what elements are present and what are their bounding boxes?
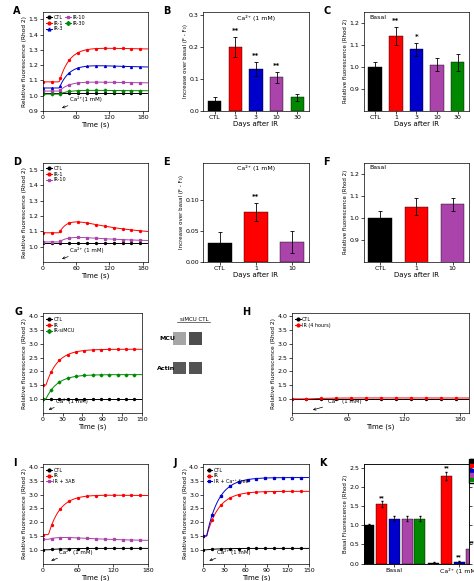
Text: **: ** <box>379 494 384 500</box>
Text: MCU: MCU <box>159 336 175 340</box>
Bar <box>454 562 465 564</box>
Bar <box>189 361 202 375</box>
Text: Ca²⁺ (1 mM): Ca²⁺ (1 mM) <box>63 247 103 259</box>
Bar <box>368 67 382 288</box>
Text: Ca²⁺ (1 mM): Ca²⁺ (1 mM) <box>237 15 275 20</box>
X-axis label: Days after IR: Days after IR <box>394 272 439 278</box>
Text: G: G <box>15 307 23 317</box>
Text: D: D <box>13 156 21 167</box>
Text: Basal: Basal <box>369 15 386 20</box>
Text: **: ** <box>469 540 474 545</box>
Text: H: H <box>242 307 250 317</box>
X-axis label: Time (s): Time (s) <box>78 423 107 430</box>
Text: J: J <box>173 458 177 468</box>
Text: Ca²⁺(1 mM): Ca²⁺(1 mM) <box>63 96 102 108</box>
Text: Ca²⁺ (1 mM): Ca²⁺ (1 mM) <box>52 548 93 561</box>
Bar <box>291 98 304 111</box>
Y-axis label: Relative fluorescence (Rhod 2): Relative fluorescence (Rhod 2) <box>22 468 27 560</box>
Bar <box>208 101 221 111</box>
Text: **: ** <box>252 53 260 59</box>
Text: Basal: Basal <box>369 166 386 170</box>
Text: I: I <box>13 458 17 468</box>
Y-axis label: Relative fluorescence (Rhod 2): Relative fluorescence (Rhod 2) <box>343 19 348 103</box>
X-axis label: Time (s): Time (s) <box>366 423 394 430</box>
Text: **: ** <box>232 28 239 34</box>
Text: **: ** <box>444 465 449 470</box>
Bar <box>270 77 283 111</box>
X-axis label: Time (s): Time (s) <box>81 272 109 279</box>
Y-axis label: Relative fluorescence (Rhod 2): Relative fluorescence (Rhod 2) <box>22 167 27 257</box>
Text: Actin: Actin <box>157 365 175 371</box>
Legend: CTL, IR-1, IR-3, IR-10, IR-30: CTL, IR-1, IR-3, IR-10, IR-30 <box>45 14 86 33</box>
Bar <box>428 563 439 564</box>
Bar <box>281 242 304 262</box>
Bar <box>401 518 412 564</box>
Bar <box>208 243 231 262</box>
X-axis label: Time (s): Time (s) <box>81 121 109 128</box>
Legend: CTL, IR (4 hours): CTL, IR (4 hours) <box>294 316 332 328</box>
Legend: CTL, IR, IR + Ca²⁺-free, IR + 3AB, IR + siMCU: CTL, IR, IR + Ca²⁺-free, IR + 3AB, IR + … <box>469 458 474 483</box>
Legend: CTL, IR-1, IR-10: CTL, IR-1, IR-10 <box>45 165 67 184</box>
Bar <box>441 476 452 564</box>
Bar <box>466 549 474 564</box>
Y-axis label: Basal Fluorescence (Rhod 2): Basal Fluorescence (Rhod 2) <box>343 475 348 553</box>
Bar <box>410 49 423 288</box>
X-axis label: Days after IR: Days after IR <box>234 121 278 127</box>
Bar <box>249 69 263 111</box>
Bar <box>430 64 444 288</box>
Bar <box>173 332 186 345</box>
Text: B: B <box>163 6 171 16</box>
X-axis label: Time (s): Time (s) <box>242 574 270 580</box>
Bar <box>414 518 425 564</box>
Text: **: ** <box>252 194 260 200</box>
Text: Ca²⁺ (1 mM): Ca²⁺ (1 mM) <box>314 398 362 410</box>
Bar <box>376 504 387 564</box>
Text: F: F <box>324 156 330 167</box>
Y-axis label: Relative fluorescence (Rhod 2): Relative fluorescence (Rhod 2) <box>22 318 27 408</box>
Text: E: E <box>163 156 170 167</box>
Bar <box>405 207 428 438</box>
Text: **: ** <box>456 554 462 560</box>
Legend: CTL, IR, IR-siMCU: CTL, IR, IR-siMCU <box>45 316 76 334</box>
Text: Ca²⁺(1 mM): Ca²⁺(1 mM) <box>49 398 88 410</box>
Bar <box>389 518 400 564</box>
Text: *: * <box>415 34 418 40</box>
Bar <box>364 525 374 564</box>
X-axis label: Days after IR: Days after IR <box>234 272 278 278</box>
Text: siMCU CTL: siMCU CTL <box>180 317 208 322</box>
Y-axis label: Relative fluorescence (Rhod 2): Relative fluorescence (Rhod 2) <box>271 318 276 408</box>
Text: Ca²⁺ (1 mM): Ca²⁺ (1 mM) <box>210 548 251 561</box>
Bar <box>244 212 268 262</box>
Legend: CTL, IR, IR + 3AB: CTL, IR, IR + 3AB <box>45 467 76 485</box>
Text: **: ** <box>392 18 400 24</box>
Bar <box>451 62 465 288</box>
Bar <box>228 47 242 111</box>
Bar <box>189 332 202 345</box>
Bar <box>389 36 402 288</box>
Bar <box>368 218 392 438</box>
Bar <box>173 361 186 375</box>
Text: C: C <box>324 6 331 16</box>
Text: A: A <box>13 6 20 16</box>
Y-axis label: Increase over basal (F - F₀): Increase over basal (F - F₀) <box>183 24 188 98</box>
Bar <box>441 205 465 438</box>
Legend: CTL, IR, IR + Ca²⁺-free: CTL, IR, IR + Ca²⁺-free <box>206 467 249 485</box>
X-axis label: Days after IR: Days after IR <box>394 121 439 127</box>
Text: Ca²⁺ (1 mM): Ca²⁺ (1 mM) <box>237 166 275 171</box>
Y-axis label: Increase over basal (F - F₀): Increase over basal (F - F₀) <box>179 175 184 249</box>
Text: **: ** <box>273 63 280 69</box>
Text: K: K <box>319 458 327 468</box>
X-axis label: Time (s): Time (s) <box>81 574 109 580</box>
Y-axis label: Relative fluorescence (Rhod 2): Relative fluorescence (Rhod 2) <box>22 16 27 107</box>
Y-axis label: Relative fluorescence (Rhod 2): Relative fluorescence (Rhod 2) <box>183 468 188 560</box>
Y-axis label: Relative fluorescence (Rhod 2): Relative fluorescence (Rhod 2) <box>343 170 348 254</box>
